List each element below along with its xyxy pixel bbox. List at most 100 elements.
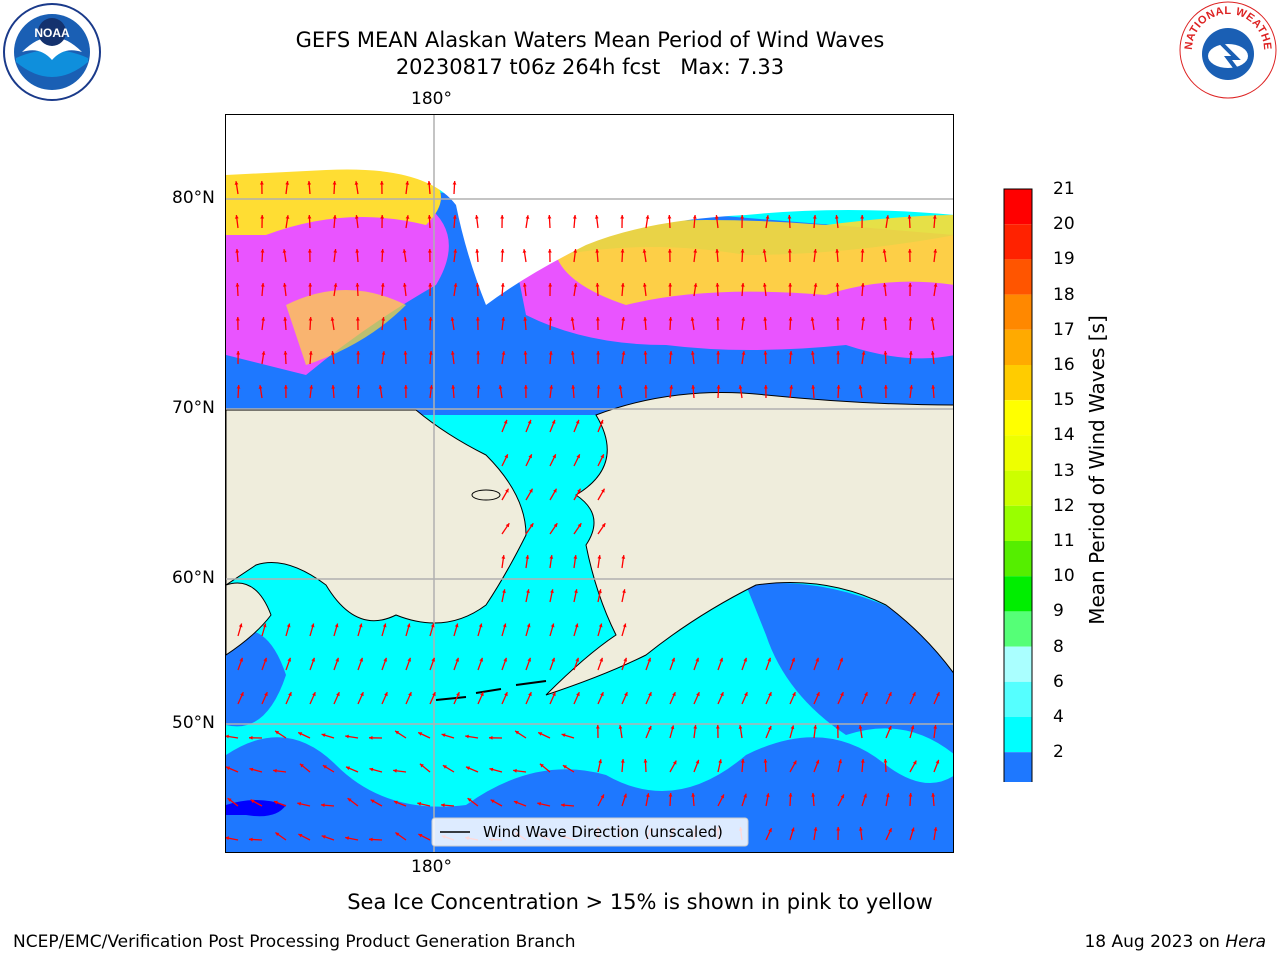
wind-wave-arrows (226, 180, 940, 842)
lat-label-80: 80°N (172, 188, 215, 208)
wind-wave-arrowhead (360, 692, 364, 697)
wind-wave-arrowhead (332, 215, 337, 219)
wind-wave-arrowhead (418, 732, 423, 736)
wind-wave-arrowhead (332, 181, 337, 185)
wind-wave-arrowhead (347, 798, 352, 802)
wind-wave-arrowhead (549, 385, 554, 389)
colorbar-tick-label: 21 (1053, 179, 1075, 199)
wind-wave-arrowhead (369, 837, 373, 842)
wind-wave-arrowhead (858, 385, 863, 389)
wind-wave-arrowhead (835, 249, 840, 253)
wind-wave-arrowhead (522, 283, 527, 287)
colorbar-segment (1004, 224, 1032, 260)
wind-wave-arrowhead (475, 249, 480, 253)
wind-wave-arrowhead (860, 215, 865, 219)
ocean-dark-region (746, 583, 953, 754)
wind-wave-arrowhead (601, 488, 605, 493)
wind-wave-arrowhead (767, 657, 771, 662)
wind-wave-arrowhead (539, 763, 544, 768)
wind-wave-arrowhead (393, 800, 398, 805)
wind-wave-arrowhead (454, 623, 459, 628)
colorbar-tick-label: 14 (1053, 425, 1075, 446)
wind-wave-arrowhead (500, 249, 505, 253)
nws-logo: NATIONAL WEATHER SERVICE (1174, 0, 1278, 100)
lon-label-bottom: 180° (411, 857, 452, 877)
wind-wave-arrowhead (504, 692, 508, 697)
wind-wave-arrowhead (501, 317, 506, 321)
wind-wave-arrowhead (453, 283, 458, 287)
wind-wave-arrowhead (762, 283, 767, 287)
wind-wave-arrowhead (428, 351, 433, 355)
wind-wave-arrowhead (283, 317, 288, 321)
colorbar-tick-label: 9 (1053, 601, 1064, 622)
wind-wave-arrowhead (307, 181, 312, 185)
wind-wave-arrowhead (285, 181, 290, 185)
wind-wave-arrowhead (839, 657, 843, 662)
wind-wave-arrowhead (381, 317, 386, 321)
wind-wave-arrowhead (407, 657, 411, 662)
map-panel: Wind Wave Direction (unscaled) (225, 114, 954, 853)
wind-wave-arrowhead (936, 692, 940, 697)
wind-wave-arrowhead (763, 759, 768, 763)
wind-wave-arrowhead (505, 523, 510, 528)
wind-wave-arrowhead (716, 351, 721, 355)
wind-wave-arrowhead (259, 181, 264, 185)
wind-wave-arrowhead (642, 249, 647, 253)
wind-wave-arrowhead (452, 181, 457, 185)
wind-wave-arrowhead (623, 793, 627, 798)
wind-wave-arrowhead (526, 589, 530, 594)
wind-wave-arrowhead (393, 768, 397, 773)
wind-wave-arrowhead (402, 283, 407, 287)
wind-wave-arrowhead (417, 802, 422, 806)
wind-wave-arrowhead (930, 317, 935, 321)
wind-wave-arrowhead (792, 760, 797, 765)
wind-wave-arrowhead (882, 283, 887, 287)
wind-wave-arrowhead (550, 623, 555, 628)
wind-wave-arrowhead (933, 827, 938, 831)
wind-wave-arrowhead (264, 692, 268, 697)
wind-wave-arrowhead (547, 215, 552, 219)
wind-wave-arrowhead (275, 832, 280, 837)
wind-wave-arrowhead (523, 385, 528, 389)
wind-wave-arrowhead (933, 283, 938, 287)
wind-wave-arrowhead (621, 351, 626, 355)
wind-wave-arrowhead (693, 725, 698, 729)
wind-wave-arrowhead (599, 419, 604, 424)
wind-wave-arrowhead (406, 623, 411, 628)
wind-wave-arrowhead (596, 351, 601, 355)
colorbar-tick-label: 16 (1053, 355, 1075, 375)
wind-wave-arrowhead (370, 799, 375, 804)
colorbar-segment (1004, 259, 1032, 295)
wind-wave-arrowhead (693, 283, 698, 287)
wind-wave-arrowhead (298, 834, 303, 838)
wind-wave-arrowhead (595, 283, 600, 287)
wind-wave-arrowhead (691, 385, 696, 389)
wind-wave-arrowhead (453, 249, 458, 253)
colorbar-tick-label: 13 (1053, 460, 1075, 481)
wind-wave-arrowhead (645, 793, 650, 798)
wind-wave-arrowhead (765, 793, 770, 798)
wind-wave-arrowhead (601, 523, 606, 528)
wind-wave-arrowhead (395, 730, 400, 735)
wind-wave-arrowhead (308, 317, 313, 321)
wind-wave-arrowhead (551, 419, 556, 424)
wind-wave-arrowhead (695, 657, 699, 662)
wind-wave-arrowhead (330, 351, 335, 355)
wind-wave-arrowhead (395, 832, 400, 837)
map-canvas: Wind Wave Direction (unscaled) (226, 115, 953, 852)
wind-wave-arrowhead (354, 181, 359, 185)
footer-date: 18 Aug 2023 on Hera (1084, 932, 1266, 952)
wind-wave-arrowhead (236, 351, 241, 355)
wind-wave-arrowhead (888, 828, 892, 833)
wind-wave-arrowhead (548, 351, 553, 355)
wind-wave-arrowhead (787, 249, 792, 253)
wind-wave-arrowhead (888, 692, 892, 697)
colorbar-tick-label: 11 (1053, 531, 1075, 551)
wind-wave-arrowhead (933, 249, 938, 253)
wind-wave-arrowhead (501, 351, 506, 355)
wind-wave-arrowhead (562, 765, 567, 769)
wind-wave-arrowhead (334, 623, 339, 628)
wind-wave-arrowhead (836, 351, 841, 355)
wind-wave-arrowhead (623, 657, 627, 662)
wind-wave-arrowhead (287, 657, 291, 662)
